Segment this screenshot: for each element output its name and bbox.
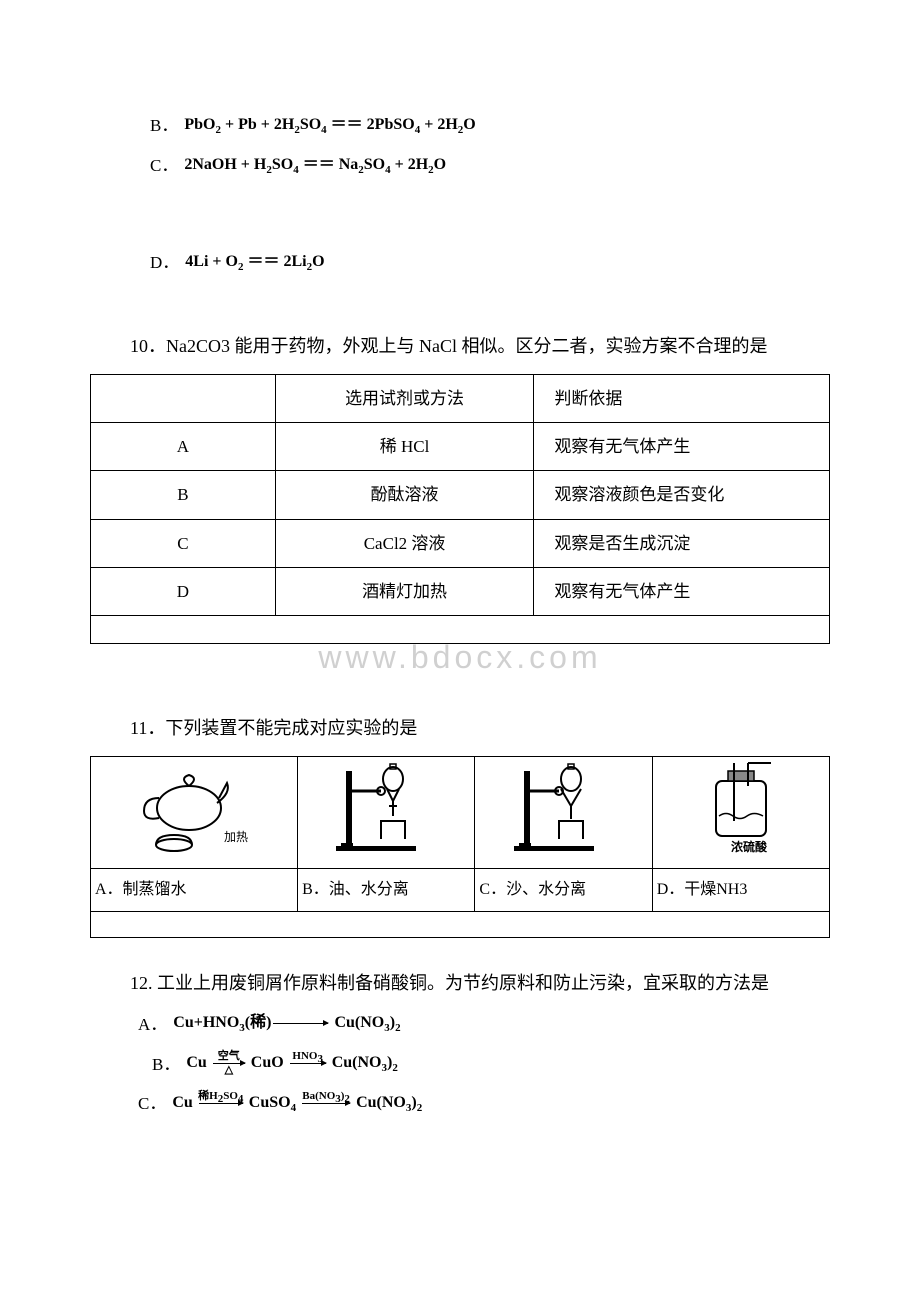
table-cell: 判断依据 [534, 374, 830, 422]
table-cell: 稀 HCl [275, 423, 534, 471]
q11-text: 11．下列装置不能完成对应实验的是 [130, 713, 830, 744]
table-cell: C [91, 519, 276, 567]
option-label: B． [152, 1051, 180, 1078]
heat-label: 加热 [224, 830, 248, 844]
table-row: A 稀 HCl 观察有无气体产生 [91, 423, 830, 471]
chem-formula: Cu 稀H2SO4 CuSO4 Ba(NO3)2 Cu(NO3)2 [172, 1090, 422, 1118]
acid-label: 浓硫酸 [731, 839, 768, 854]
table-cell [91, 911, 830, 937]
option-label: C． [150, 152, 178, 179]
q12-option-c: C． Cu 稀H2SO4 CuSO4 Ba(NO3)2 Cu(NO3)2 [138, 1090, 830, 1118]
option-label: D． [150, 249, 179, 276]
table-row: 加热 [91, 756, 830, 869]
table-cell: D [91, 567, 276, 615]
table-cell: A．制蒸馏水 [91, 869, 298, 912]
chem-formula: PbO2 + Pb + 2H2SO4 ＝＝ 2PbSO4 + 2H2O [184, 112, 475, 140]
table-cell: CaCl2 溶液 [275, 519, 534, 567]
q11-table: 加热 [90, 756, 830, 938]
option-label: A． [138, 1011, 167, 1038]
table-cell [91, 615, 830, 643]
table-row: 选用试剂或方法 判断依据 [91, 374, 830, 422]
option-label: B． [150, 112, 178, 139]
table-row: D 酒精灯加热 观察有无气体产生 [91, 567, 830, 615]
chem-formula: 4Li + O2 ＝＝ 2Li2O [185, 249, 324, 277]
table-row [91, 615, 830, 643]
table-row: C CaCl2 溶液 观察是否生成沉淀 [91, 519, 830, 567]
chem-formula: 2NaOH + H2SO4 ＝＝ Na2SO4 + 2H2O [184, 152, 446, 180]
chem-formula: Cu 空气△ CuO HNO3 Cu(NO3)2 [186, 1050, 397, 1078]
separating-funnel-icon [331, 761, 441, 856]
q9-option-d: D． 4Li + O2 ＝＝ 2Li2O [150, 249, 830, 277]
table-cell: 观察有无气体产生 [534, 423, 830, 471]
table-cell: 观察是否生成沉淀 [534, 519, 830, 567]
table-cell: 观察溶液颜色是否变化 [534, 471, 830, 519]
teapot-icon: 加热 [129, 763, 259, 853]
apparatus-cell [298, 756, 475, 869]
filter-funnel-icon [509, 761, 619, 856]
table-cell: B．油、水分离 [298, 869, 475, 912]
table-cell: 观察有无气体产生 [534, 567, 830, 615]
option-label: C． [138, 1090, 166, 1117]
q12-option-b: B． Cu 空气△ CuO HNO3 Cu(NO3)2 [152, 1050, 830, 1078]
apparatus-cell: 加热 [91, 756, 298, 869]
table-cell: 选用试剂或方法 [275, 374, 534, 422]
apparatus-cell: 浓硫酸 [652, 756, 829, 869]
table-cell [91, 374, 276, 422]
table-cell: C．沙、水分离 [475, 869, 652, 912]
q10-table: 选用试剂或方法 判断依据 A 稀 HCl 观察有无气体产生 B 酚酞溶液 观察溶… [90, 374, 830, 644]
gas-bottle-icon: 浓硫酸 [686, 761, 796, 856]
table-row [91, 911, 830, 937]
apparatus-cell [475, 756, 652, 869]
q12-option-a: A． Cu+HNO3(稀) Cu(NO3)2 [138, 1010, 830, 1038]
q10-text: 10．Na2CO3 能用于药物，外观上与 NaCl 相似。区分二者，实验方案不合… [130, 331, 830, 362]
q9-option-c: C． 2NaOH + H2SO4 ＝＝ Na2SO4 + 2H2O [150, 152, 830, 180]
table-row: A．制蒸馏水 B．油、水分离 C．沙、水分离 D．干燥NH3 [91, 869, 830, 912]
q12-text: 12. 工业上用废铜屑作原料制备硝酸铜。为节约原料和防止污染，宜采取的方法是 [130, 968, 830, 999]
table-cell: B [91, 471, 276, 519]
q9-option-b: B． PbO2 + Pb + 2H2SO4 ＝＝ 2PbSO4 + 2H2O [150, 112, 830, 140]
chem-formula: Cu+HNO3(稀) Cu(NO3)2 [173, 1010, 400, 1038]
table-row: B 酚酞溶液 观察溶液颜色是否变化 [91, 471, 830, 519]
table-cell: A [91, 423, 276, 471]
table-cell: 酒精灯加热 [275, 567, 534, 615]
table-cell: 酚酞溶液 [275, 471, 534, 519]
table-cell: D．干燥NH3 [652, 869, 829, 912]
